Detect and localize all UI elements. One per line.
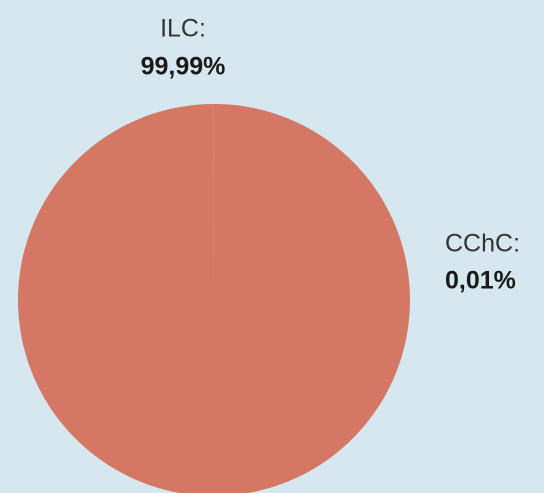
pie-slice: [18, 104, 410, 493]
slice-label: ILC:: [160, 15, 206, 43]
slice-label: CChC:: [445, 230, 520, 258]
slice-value: 0,01%: [445, 267, 516, 295]
slice-value: 99,99%: [141, 53, 226, 81]
